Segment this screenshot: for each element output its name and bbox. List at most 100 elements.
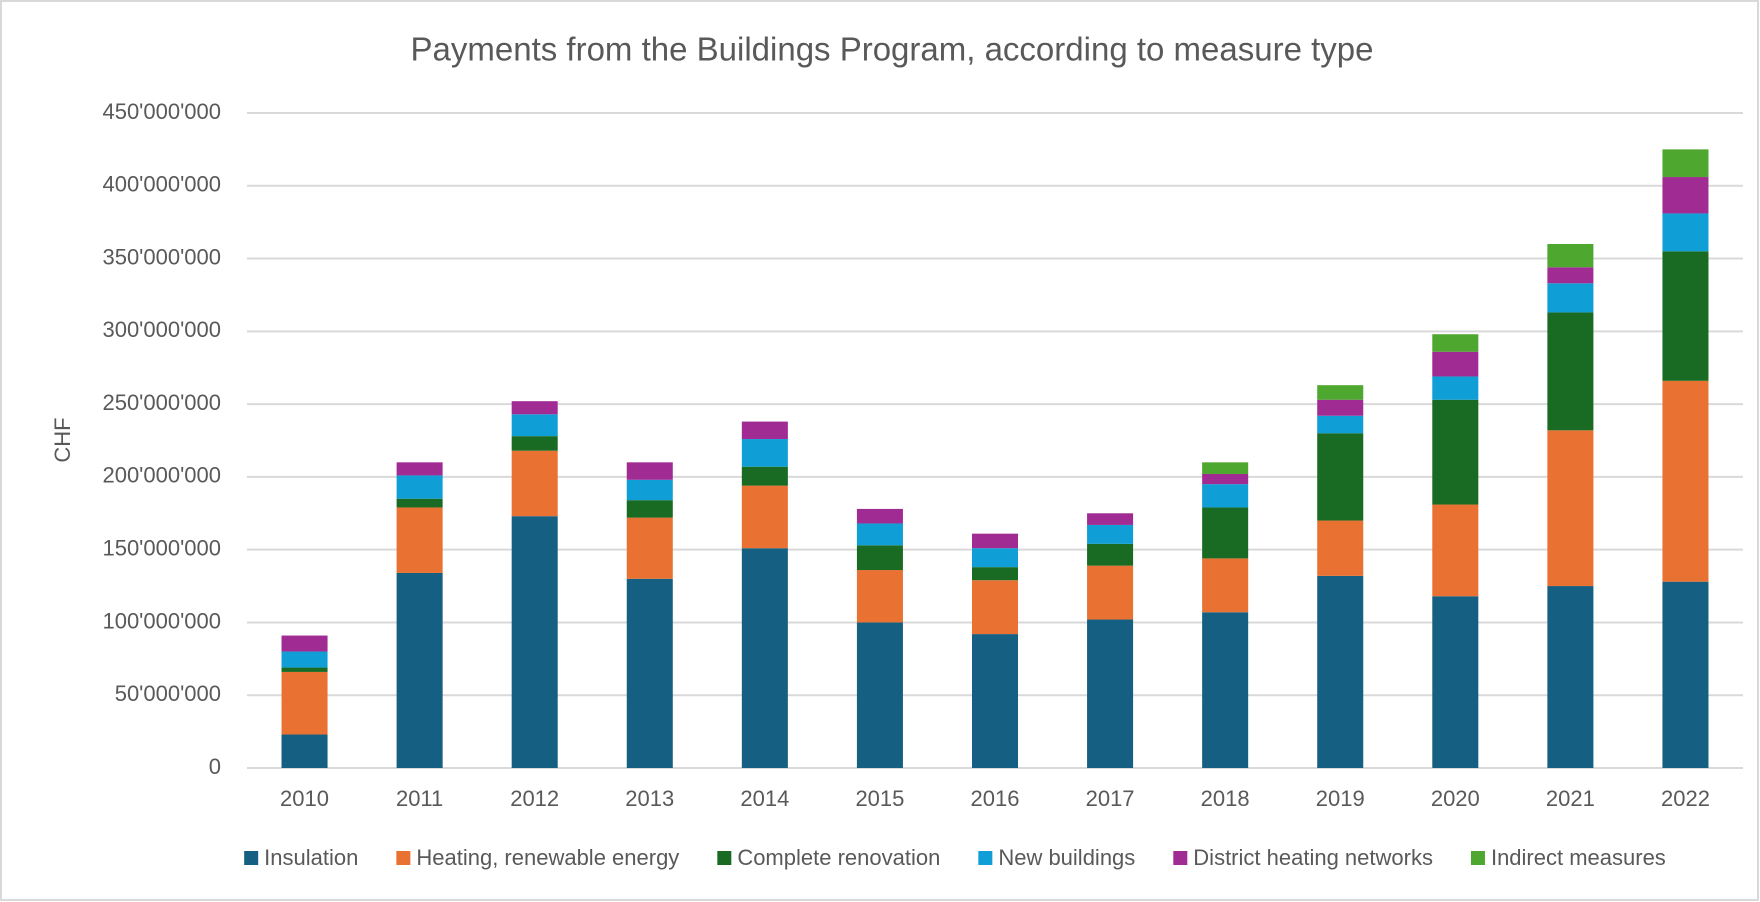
bar-segment [856, 508, 903, 524]
legend-label: District heating networks [1193, 845, 1433, 870]
bar-segment [1087, 543, 1134, 566]
bar-segment [1432, 596, 1479, 768]
bar-segment [1662, 177, 1709, 214]
legend-label: Complete renovation [737, 845, 940, 870]
bar-segment [1317, 415, 1364, 434]
bar-segment [626, 517, 673, 579]
bar-segment [281, 635, 328, 652]
bar-segment [971, 580, 1019, 635]
legend-swatch [1173, 851, 1188, 865]
x-tick-label: 2015 [855, 786, 904, 811]
bar-segment [741, 421, 788, 440]
bar-segment [1202, 484, 1249, 508]
legend-swatch [244, 851, 259, 865]
bar-segment [1317, 575, 1364, 768]
bar-segment [1202, 558, 1249, 613]
x-tick-label: 2021 [1546, 786, 1595, 811]
bar-segment [1547, 312, 1594, 431]
bar-segment [1317, 399, 1364, 416]
bar-segment [396, 498, 443, 508]
x-tick-label: 2013 [625, 786, 674, 811]
bar-segment [1662, 581, 1709, 768]
bar-segment [626, 500, 673, 518]
legend-label: Heating, renewable energy [416, 845, 679, 870]
y-tick-label: 200'000'000 [102, 463, 221, 488]
bar-segment [626, 462, 673, 480]
bar-segment [1202, 612, 1249, 768]
bar-segment [281, 671, 328, 735]
legend-label: New buildings [998, 845, 1135, 870]
bar-segment [1317, 520, 1364, 576]
x-tick-label: 2016 [971, 786, 1020, 811]
bar-segment [281, 651, 328, 668]
y-axis-label: CHF [50, 417, 75, 462]
bar-segment [1662, 213, 1709, 252]
x-tick-label: 2011 [396, 786, 443, 811]
legend-label: Indirect measures [1491, 845, 1666, 870]
bar-segment [1202, 473, 1249, 485]
y-tick-label: 250'000'000 [102, 390, 221, 415]
bar-segment [396, 462, 443, 476]
bar-segment [1087, 513, 1134, 525]
bar-segment [1317, 433, 1364, 521]
bar-segment [1662, 251, 1709, 381]
bar-segment [1432, 504, 1479, 597]
bar-segment [1547, 430, 1594, 587]
bar-segment [971, 567, 1019, 581]
bar-segment [1202, 507, 1249, 559]
bar-segment [1087, 524, 1134, 544]
bar-segment [856, 570, 903, 623]
bar-segment [511, 436, 558, 451]
bar-segment [741, 439, 788, 467]
bar-segment [396, 572, 443, 768]
bar-segment [1547, 283, 1594, 313]
bar-segment [626, 578, 673, 768]
bar-segment [511, 450, 558, 517]
x-tick-label: 2014 [740, 786, 789, 811]
y-tick-label: 450'000'000 [102, 99, 221, 124]
x-tick-label: 2022 [1661, 786, 1710, 811]
bar-segment [856, 622, 903, 768]
bar-segment [1662, 149, 1709, 178]
bar-segment [626, 479, 673, 501]
bar-segment [396, 475, 443, 499]
bar-segment [741, 485, 788, 549]
y-tick-label: 50'000'000 [115, 681, 221, 706]
bar-segment [1547, 586, 1594, 768]
bar-segment [971, 548, 1019, 568]
y-tick-label: 400'000'000 [102, 172, 221, 197]
bar-segment [741, 466, 788, 486]
bar-segment [1662, 380, 1709, 582]
legend-swatch [1470, 851, 1485, 865]
bar-segment [1087, 565, 1134, 620]
bar-segment [971, 533, 1019, 549]
y-tick-label: 350'000'000 [102, 244, 221, 269]
x-tick-label: 2018 [1201, 786, 1250, 811]
x-tick-label: 2010 [280, 786, 329, 811]
legend-swatch [717, 851, 732, 865]
legend-swatch [978, 851, 993, 865]
bar-segment [1432, 399, 1479, 505]
legend-label: Insulation [264, 845, 358, 870]
x-tick-label: 2017 [1086, 786, 1135, 811]
x-tick-label: 2019 [1316, 786, 1365, 811]
bar-segment [971, 634, 1019, 768]
bar-segment [741, 548, 788, 768]
bar-segment [396, 507, 443, 573]
bar-segment [856, 545, 903, 571]
x-tick-label: 2020 [1431, 786, 1480, 811]
bar-segment [1432, 351, 1479, 377]
bar-segment [281, 667, 328, 672]
bar-segment [511, 414, 558, 437]
bar-segment [1432, 334, 1479, 352]
y-tick-label: 150'000'000 [102, 535, 221, 560]
legend-swatch [396, 851, 411, 865]
bar-segment [1547, 244, 1594, 268]
y-tick-label: 0 [209, 754, 221, 779]
bar-segment [1202, 462, 1249, 474]
bar-segment [1317, 385, 1364, 400]
bar-segment [511, 401, 558, 415]
chart-title: Payments from the Buildings Program, acc… [411, 31, 1374, 68]
y-tick-label: 100'000'000 [102, 608, 221, 633]
